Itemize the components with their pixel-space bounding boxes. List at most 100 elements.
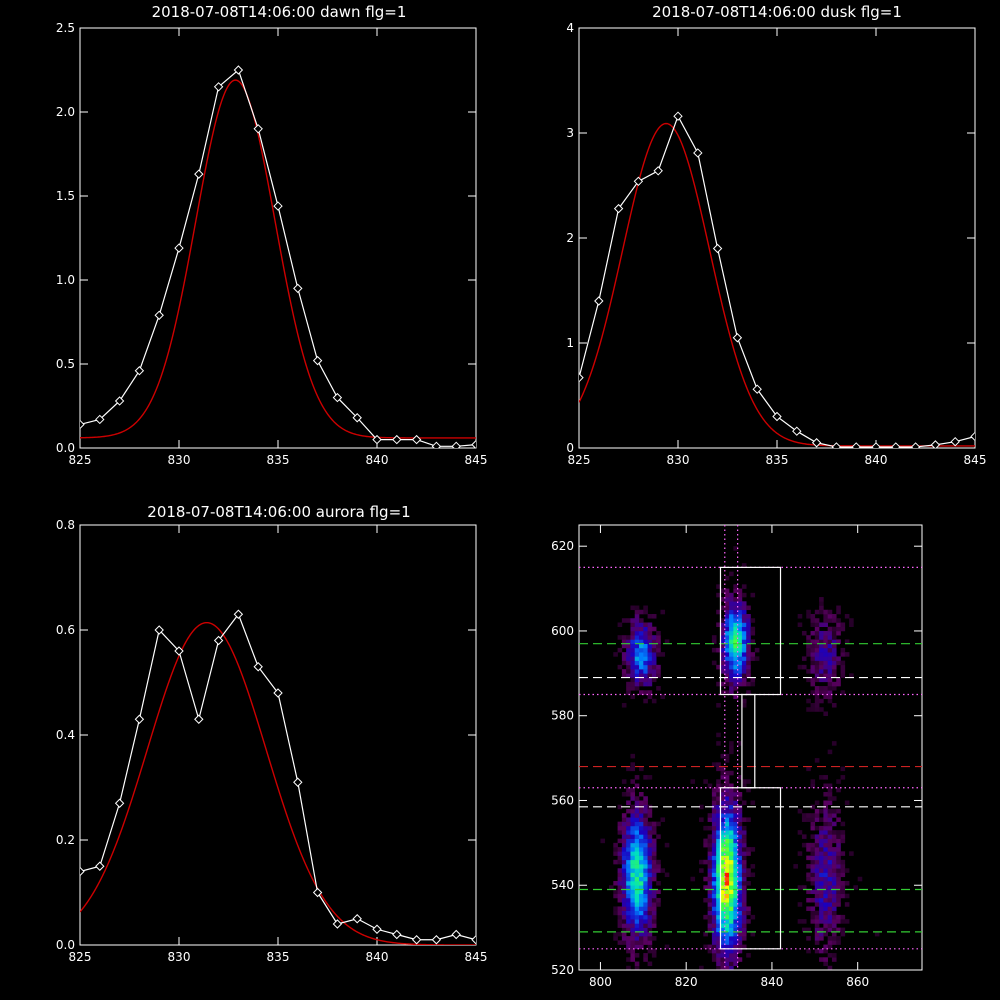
- heatmap-cell: [823, 961, 828, 967]
- heatmap-cell: [643, 626, 648, 632]
- heatmap-cell: [643, 919, 648, 924]
- heatmap-cell: [647, 660, 653, 666]
- heatmap-cell: [724, 830, 730, 835]
- heatmap-cell: [741, 622, 747, 628]
- heatmap-cell: [741, 584, 747, 589]
- heatmap-cell: [724, 885, 730, 890]
- heatmap-cell: [720, 910, 726, 916]
- heatmap-cell: [647, 914, 653, 920]
- heatmap-cell: [797, 902, 803, 907]
- heatmap-cell: [716, 931, 721, 937]
- heatmap-cell: [844, 919, 850, 924]
- heatmap-cell: [733, 647, 738, 653]
- heatmap-cell: [656, 673, 661, 678]
- heatmap-cell: [716, 825, 721, 831]
- heatmap-cell: [724, 931, 730, 937]
- heatmap-cell: [703, 885, 708, 890]
- heatmap-cell: [724, 753, 730, 759]
- heatmap-cell: [716, 893, 721, 899]
- heatmap-cell: [626, 914, 631, 920]
- data-point: [910, 442, 921, 448]
- heatmap-cell: [716, 800, 721, 806]
- heatmap-cell: [823, 664, 828, 670]
- data-point: [392, 929, 402, 940]
- heatmap-cell: [716, 889, 721, 895]
- heatmap-cell: [626, 885, 631, 890]
- heatmap-cell: [733, 948, 738, 954]
- heatmap-cell: [643, 796, 648, 801]
- heatmap-cell: [823, 919, 828, 924]
- heatmap-cell: [737, 838, 743, 844]
- heatmap-cell: [634, 868, 640, 873]
- heatmap-cell: [746, 639, 751, 644]
- heatmap-cell: [630, 813, 636, 818]
- heatmap-cell: [741, 626, 747, 632]
- heatmap-cell: [720, 965, 726, 971]
- heatmap-cell: [711, 660, 717, 666]
- heatmap-cell: [814, 677, 820, 683]
- heatmap-cell: [733, 872, 738, 878]
- heatmap-cell: [733, 681, 738, 687]
- heatmap-cell: [639, 940, 644, 945]
- heatmap-cell: [814, 868, 820, 873]
- heatmap-cell: [720, 787, 726, 793]
- heatmap-cell: [733, 876, 738, 882]
- heatmap-cell: [626, 859, 631, 865]
- heatmap-cell: [656, 686, 661, 691]
- chart-title: 2018-07-08T14:06:00 dusk flg=1: [652, 3, 902, 21]
- heatmap-cell: [733, 859, 738, 865]
- heatmap-cell: [827, 749, 833, 755]
- heatmap-cell: [741, 817, 747, 822]
- heatmap-cell: [643, 813, 648, 818]
- heatmap-cell: [831, 660, 837, 666]
- heatmap-cell: [741, 652, 747, 657]
- heatmap-cell: [733, 597, 738, 602]
- heatmap-cell: [630, 652, 636, 657]
- heatmap-cell: [827, 838, 833, 844]
- heatmap-cell: [639, 864, 644, 869]
- heatmap-cell: [707, 872, 713, 878]
- heatmap-cell: [724, 944, 730, 950]
- heatmap-cell: [621, 859, 627, 865]
- heatmap-cell: [720, 851, 726, 856]
- heatmap-cell: [823, 618, 828, 623]
- heatmap-cell: [626, 647, 631, 653]
- heatmap-cell: [836, 626, 841, 632]
- heatmap-cell: [741, 885, 747, 890]
- heatmap-cell: [634, 622, 640, 628]
- heatmap-cell: [634, 876, 640, 882]
- heatmap-cell: [741, 614, 747, 619]
- heatmap-cell: [754, 647, 760, 653]
- heatmap-cell: [656, 669, 661, 674]
- heatmap-cell: [630, 664, 636, 670]
- heatmap-cell: [819, 859, 824, 865]
- heatmap-cell: [626, 940, 631, 945]
- heatmap-cell: [729, 914, 734, 920]
- heatmap-cell: [737, 681, 743, 687]
- heatmap-cell: [729, 614, 734, 619]
- data-point: [811, 438, 822, 448]
- heatmap-cell: [720, 792, 726, 797]
- heatmap-cell: [840, 851, 846, 856]
- heatmap-cell: [733, 855, 738, 861]
- heatmap-cell: [827, 669, 833, 674]
- heatmap-cell: [647, 885, 653, 890]
- y-tick-label: 1: [566, 336, 574, 350]
- heatmap-cell: [703, 838, 708, 844]
- heatmap-cell: [630, 830, 636, 835]
- heatmap-cell: [827, 660, 833, 666]
- heatmap-cell: [711, 957, 717, 962]
- heatmap-cell: [617, 914, 623, 920]
- heatmap-cell: [716, 847, 721, 852]
- heatmap-cell: [729, 783, 734, 789]
- data-point: [253, 124, 263, 134]
- heatmap-cell: [724, 669, 730, 674]
- heatmap-cell: [647, 647, 653, 653]
- heatmap-cell: [827, 647, 833, 653]
- heatmap-cell: [733, 622, 738, 628]
- heatmap-cell: [823, 792, 828, 797]
- heatmap-cell: [814, 635, 820, 640]
- heatmap-cell: [823, 711, 828, 717]
- heatmap-cell: [729, 787, 734, 793]
- heatmap-cell: [831, 686, 837, 691]
